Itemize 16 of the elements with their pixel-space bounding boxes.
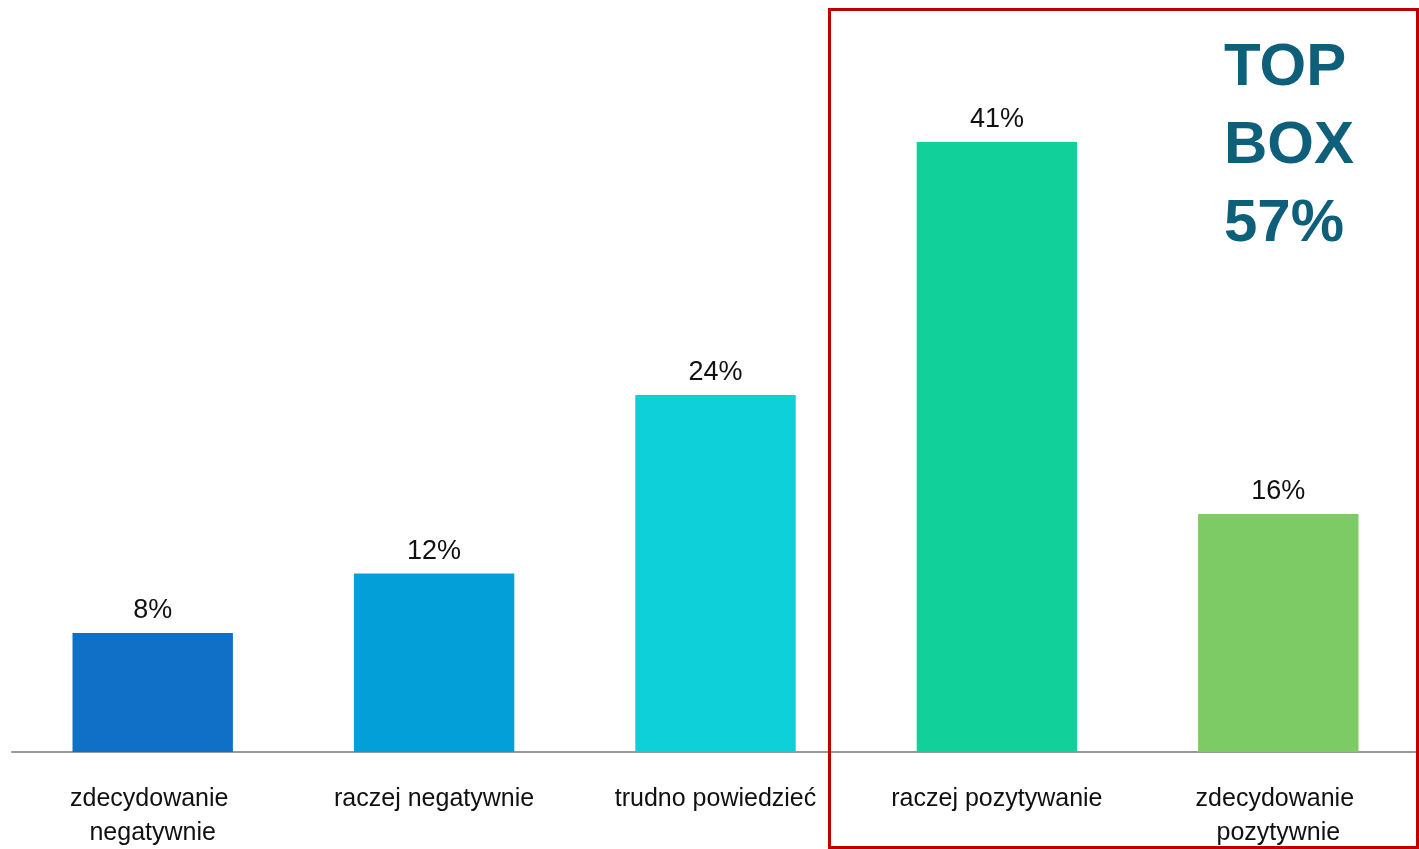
data-label: 24% <box>688 356 743 387</box>
bar <box>916 141 1078 752</box>
bar <box>353 573 515 752</box>
data-label: 12% <box>407 534 462 565</box>
data-label: 8% <box>133 594 173 625</box>
x-tick-label: trudno powiedzieć <box>614 783 817 811</box>
x-tick-label: raczej negatywnie <box>334 783 535 811</box>
bar <box>1198 513 1359 752</box>
x-tick-label: zdecydowanie pozytywnie <box>1195 783 1361 845</box>
x-tick-label: raczej pozytywanie <box>891 783 1103 811</box>
data-label: 16% <box>1251 475 1306 506</box>
data-label: 41% <box>969 103 1024 134</box>
x-tick-label: zdecydowanie negatywnie <box>70 783 236 845</box>
bar <box>635 394 796 752</box>
annotation: TOP BOX 57% <box>1224 30 1371 254</box>
bar <box>72 632 233 752</box>
